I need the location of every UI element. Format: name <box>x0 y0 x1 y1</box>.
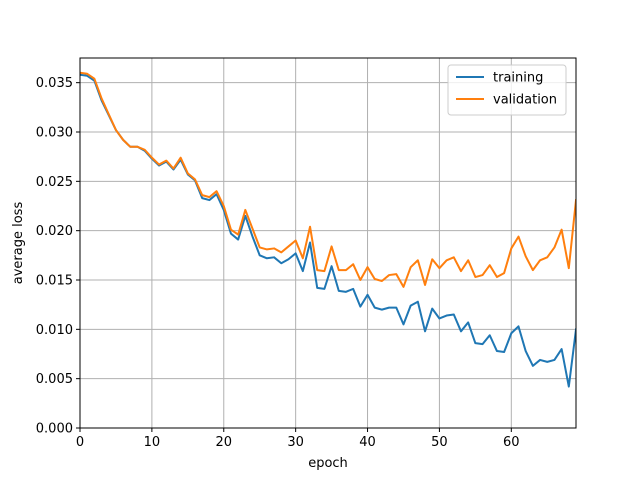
y-tick-label: 0.025 <box>36 175 73 190</box>
plot-area <box>80 58 576 428</box>
y-tick-label: 0.020 <box>36 224 73 239</box>
x-tick-label: 20 <box>215 435 232 450</box>
x-axis-label: epoch <box>308 456 348 471</box>
legend-label-validation: validation <box>493 93 557 108</box>
series-lines <box>80 71 576 388</box>
y-tick-label: 0.035 <box>36 76 73 91</box>
y-tick-label: 0.005 <box>36 372 73 387</box>
x-tick-label: 30 <box>287 435 304 450</box>
y-tick-label: 0.015 <box>36 274 73 289</box>
series-line-validation <box>80 71 576 288</box>
legend: training validation <box>447 64 567 116</box>
plot-frame <box>79 57 577 429</box>
x-tick-label: 50 <box>431 435 448 450</box>
x-tick-label: 40 <box>359 435 376 450</box>
y-tick-label: 0.030 <box>36 126 73 141</box>
y-tick-label: 0.010 <box>36 323 73 338</box>
x-tick-label: 10 <box>144 435 161 450</box>
x-tick-label: 60 <box>503 435 520 450</box>
y-tick-label: 0.000 <box>36 422 73 437</box>
y-axis-label: average loss <box>11 202 26 285</box>
x-axis: 0 10 20 30 40 50 60 <box>76 428 520 450</box>
legend-label-training: training <box>493 71 543 86</box>
x-tick-label: 0 <box>76 435 84 450</box>
y-axis: 0.000 0.005 0.010 0.015 0.020 0.025 0.030 0.035 <box>36 76 80 437</box>
